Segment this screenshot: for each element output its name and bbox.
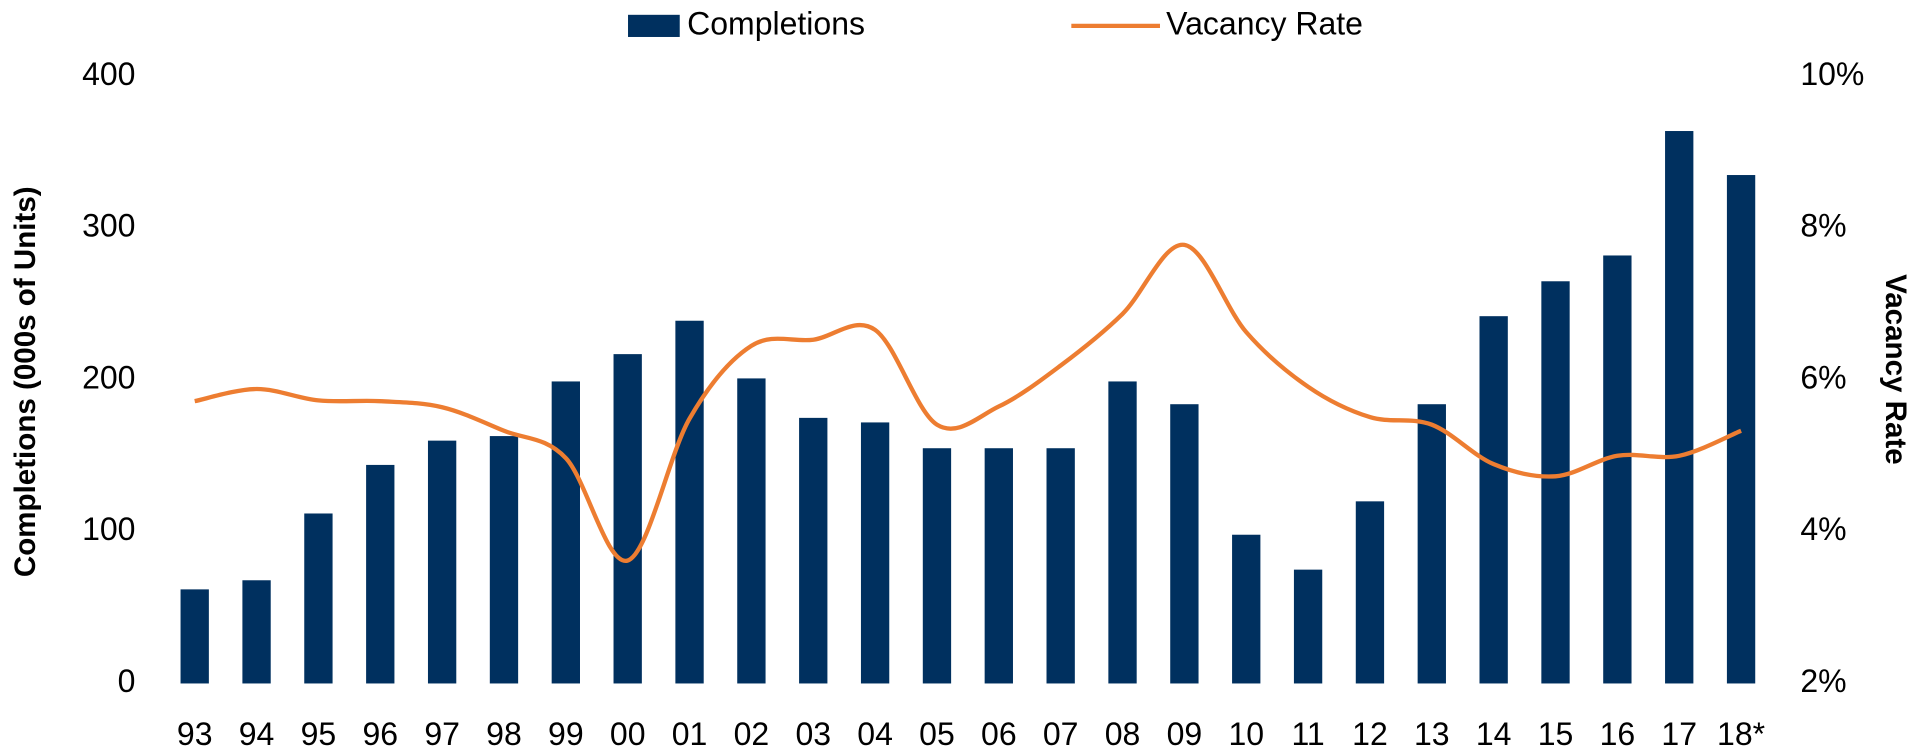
bar [613, 354, 642, 684]
y2-axis-label: Vacancy Rate [1879, 274, 1912, 465]
x-tick-label: 16 [1600, 716, 1636, 750]
bar [304, 513, 333, 684]
bar [1603, 255, 1632, 684]
y-axis-label: Completions (000s of Units) [9, 186, 42, 577]
x-tick-label: 95 [301, 716, 337, 750]
bar [1541, 281, 1570, 684]
x-tick-label: 12 [1352, 716, 1388, 750]
bar [1232, 534, 1261, 684]
x-tick-label: 99 [548, 716, 584, 750]
x-tick-label: 08 [1105, 716, 1141, 750]
y2-tick-label: 4% [1800, 511, 1846, 547]
bar [737, 378, 766, 684]
y2-tick-label: 6% [1800, 359, 1846, 395]
bar [1108, 381, 1137, 684]
x-tick-label: 07 [1043, 716, 1079, 750]
bar [1170, 404, 1199, 684]
bar [242, 580, 271, 684]
y2-tick-label: 8% [1800, 208, 1846, 244]
x-tick-label: 17 [1661, 716, 1697, 750]
bar [1355, 501, 1385, 684]
x-tick-label: 00 [610, 716, 646, 750]
bar [427, 440, 457, 684]
legend-label: Vacancy Rate [1166, 5, 1363, 41]
x-tick-label: 93 [177, 716, 213, 750]
y-tick-label: 300 [82, 208, 135, 244]
bar [1046, 448, 1075, 684]
y-tick-label: 200 [82, 359, 135, 395]
bar [1665, 131, 1694, 684]
x-tick-label: 05 [919, 716, 955, 750]
bar [1293, 569, 1323, 684]
x-tick-label: 15 [1538, 716, 1574, 750]
bar [366, 464, 395, 684]
x-tick-label: 06 [981, 716, 1017, 750]
y2-tick-label: 2% [1800, 663, 1846, 699]
bar [984, 448, 1013, 684]
x-tick-label: 96 [362, 716, 398, 750]
line [194, 242, 1742, 563]
bar [489, 436, 519, 684]
bar [180, 589, 209, 684]
x-tick-label: 18* [1717, 716, 1765, 750]
y-tick-label: 0 [118, 663, 136, 699]
y-tick-label: 100 [82, 511, 135, 547]
x-tick-label: 94 [239, 716, 275, 750]
bar [1726, 175, 1756, 684]
legend-label: Completions [687, 5, 865, 41]
bar [1417, 404, 1446, 684]
x-tick-label: 04 [857, 716, 893, 750]
x-tick-label: 98 [486, 716, 522, 750]
x-tick-label: 10 [1228, 716, 1264, 750]
bar [922, 448, 952, 684]
x-tick-label: 03 [795, 716, 831, 750]
x-tick-label: 97 [424, 716, 460, 750]
x-tick-label: 01 [672, 716, 708, 750]
bar [1479, 316, 1508, 684]
x-tick-label: 11 [1291, 716, 1324, 750]
bar [551, 381, 580, 684]
x-tick-label: 13 [1414, 716, 1450, 750]
x-tick-label: 14 [1476, 716, 1512, 750]
y-tick-label: 400 [82, 56, 135, 92]
y2-tick-label: 10% [1800, 56, 1864, 92]
x-tick-label: 09 [1167, 716, 1203, 750]
bar [799, 417, 828, 684]
x-tick-label: 02 [734, 716, 770, 750]
bar [675, 320, 704, 684]
legend-swatch [628, 14, 680, 37]
bar [860, 422, 890, 684]
